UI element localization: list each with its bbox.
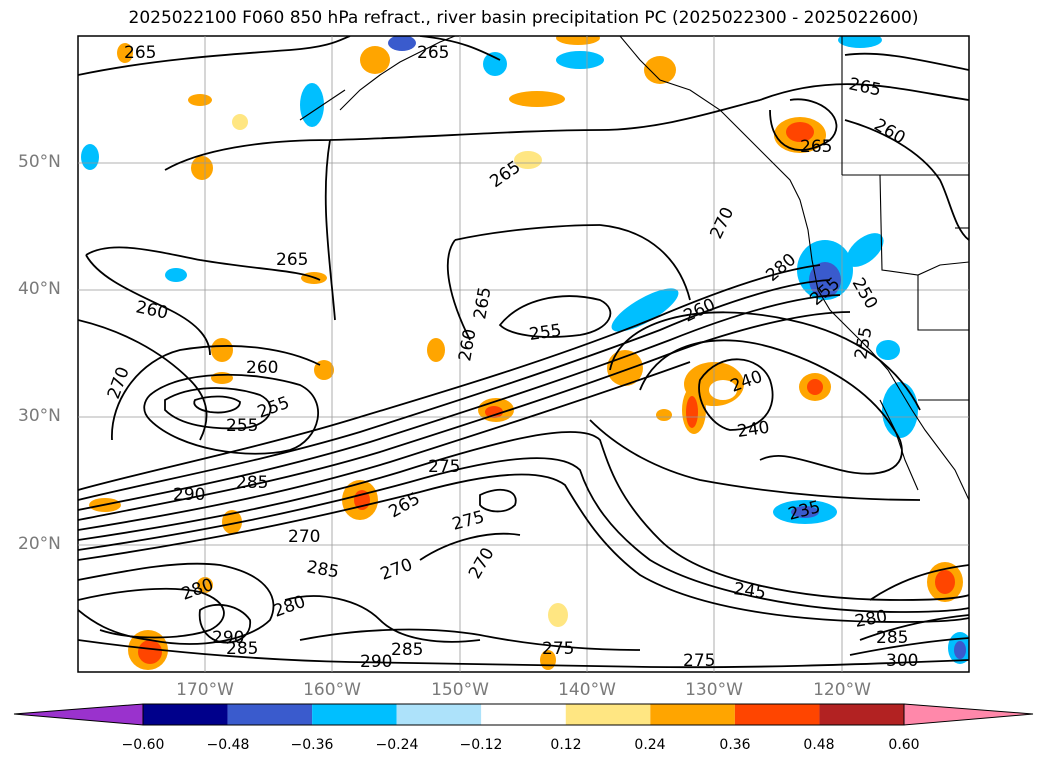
lat-label-50n: 50°N	[18, 152, 61, 172]
contour-label: 260	[871, 115, 909, 149]
colorbar-cell	[481, 704, 566, 725]
contour-label: 270	[706, 204, 738, 242]
lon-label-160w: 160°W	[303, 680, 361, 700]
colorbar-extend-high	[903, 703, 1034, 726]
contour-label: 300	[886, 651, 918, 671]
contour-label: 255	[528, 321, 563, 345]
lat-label-40n: 40°N	[18, 279, 61, 299]
contour-label: 285	[305, 557, 340, 582]
contour-label: 265	[847, 74, 883, 100]
colorbar-tick-label: −0.36	[290, 737, 334, 753]
contour-label: 280	[179, 575, 216, 605]
colorbar-tick-label: 0.12	[550, 737, 582, 753]
contour-label: 265	[470, 285, 495, 320]
colorbar-cell	[650, 704, 735, 725]
lat-label-30n: 30°N	[18, 406, 61, 426]
map-frame	[77, 35, 970, 673]
colorbar-tick-label: 0.36	[719, 737, 751, 753]
colorbar-frame	[142, 703, 905, 726]
colorbar	[13, 703, 1034, 726]
colorbar-tick-label: 0.24	[634, 737, 666, 753]
colorbar-cell	[396, 704, 482, 725]
contour-label: 260	[681, 295, 719, 327]
contour-label: 255	[255, 393, 292, 423]
contour-label: 270	[378, 555, 415, 585]
contour-label: 275	[542, 639, 574, 659]
contour-label: 285	[226, 639, 258, 659]
contour-label: 240	[736, 418, 771, 442]
contour-label: 290	[173, 485, 205, 505]
contour-label: 265	[417, 43, 449, 63]
contour-label: 265	[276, 250, 308, 270]
contour-label: 290	[360, 652, 392, 672]
colorbar-cell	[819, 704, 904, 725]
colorbar-tick-label: −0.60	[121, 737, 165, 753]
colorbar-cell	[734, 704, 820, 725]
colorbar-tick-label: −0.48	[206, 737, 250, 753]
colorbar-cell	[565, 704, 651, 725]
contour-label: 270	[465, 544, 499, 582]
colorbar-tick-label: 0.60	[888, 737, 920, 753]
colorbar-extend-low	[13, 703, 144, 726]
contour-label: 290	[212, 628, 244, 648]
colorbar-cell	[312, 704, 397, 725]
colorbar-tick-label: 0.48	[803, 737, 835, 753]
precip-shading	[81, 36, 969, 670]
contour-label: 260	[134, 297, 170, 323]
contour-label: 270	[104, 364, 134, 401]
contour-label: 245	[732, 579, 767, 603]
contour-labels: 265 265 265 265 260 265 265 260 270 260 …	[104, 43, 919, 672]
lon-label-150w: 150°W	[431, 680, 489, 700]
refractivity-contours	[78, 36, 969, 669]
colorbar-tick-label: −0.24	[375, 737, 419, 753]
lon-label-120w: 120°W	[813, 680, 871, 700]
lon-label-140w: 140°W	[558, 680, 616, 700]
contour-label: 280	[271, 592, 308, 622]
map-title: 2025022100 F060 850 hPa refract., river …	[128, 8, 919, 28]
colorbar-cell	[227, 704, 313, 725]
contour-label: 285	[876, 628, 908, 648]
colorbar-tick-label: −0.12	[459, 737, 503, 753]
contour-label: 260	[246, 358, 278, 378]
lat-label-20n: 20°N	[18, 534, 61, 554]
contour-label: 265	[800, 137, 832, 157]
graticule	[78, 36, 969, 672]
contour-label: 275	[683, 651, 715, 671]
lon-label-170w: 170°W	[176, 680, 234, 700]
contour-label: 280	[762, 250, 800, 286]
contour-label: 265	[124, 43, 156, 63]
contour-label: 255	[226, 416, 258, 436]
contour-label: 285	[391, 640, 423, 660]
colorbar-cell	[143, 704, 228, 725]
contour-label: 260	[455, 327, 480, 362]
contour-label: 275	[450, 507, 487, 535]
coastlines	[299, 36, 969, 501]
contour-label: 250	[848, 275, 882, 313]
contour-label: 275	[428, 457, 460, 477]
lon-label-130w: 130°W	[685, 680, 743, 700]
contour-label: 270	[288, 527, 320, 547]
contour-label: 285	[236, 473, 268, 493]
contour-label: 265	[386, 489, 424, 523]
